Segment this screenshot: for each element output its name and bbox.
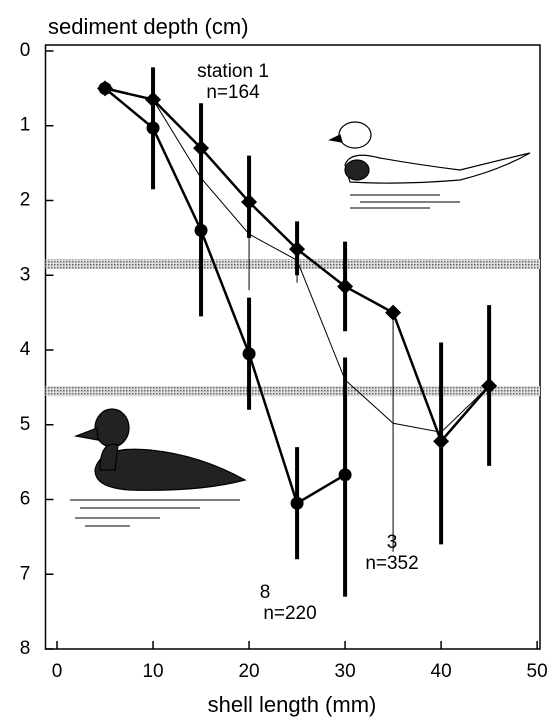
- depth-band: [45, 386, 540, 397]
- y-axis-title: sediment depth (cm): [48, 14, 249, 39]
- y-tick-label: 7: [20, 563, 31, 584]
- depth-band: [45, 259, 540, 270]
- x-tick-label: 30: [335, 661, 356, 682]
- series-n-label: n=220: [263, 603, 316, 624]
- y-tick-label: 2: [20, 190, 31, 211]
- long-tailed-duck: [328, 121, 531, 209]
- series-n-label: n=352: [365, 553, 418, 574]
- circle-marker: [290, 496, 304, 510]
- x-tick-label: 10: [142, 661, 163, 682]
- circle-marker: [338, 468, 352, 482]
- circle-marker: [242, 347, 256, 361]
- y-tick-label: 4: [20, 339, 31, 360]
- x-tick-label: 20: [238, 661, 259, 682]
- y-tick-label: 3: [20, 264, 31, 285]
- diamond-marker: [337, 278, 354, 295]
- circle-marker: [194, 223, 208, 237]
- x-axis-title: shell length (mm): [208, 692, 377, 717]
- series-label: station 1: [197, 61, 269, 82]
- circle-marker: [146, 121, 160, 135]
- series-label: 8: [260, 582, 271, 603]
- x-tick-label: 50: [527, 661, 548, 682]
- y-tick-label: 6: [20, 489, 31, 510]
- x-tick-label: 40: [431, 661, 452, 682]
- y-tick-label: 8: [20, 638, 31, 659]
- series-label: 3: [387, 532, 398, 553]
- series-n-label: n=164: [206, 82, 260, 103]
- x-tick-label: 0: [52, 661, 63, 682]
- series-line: [104, 87, 490, 433]
- diamond-marker: [241, 193, 258, 210]
- series-line: [104, 87, 346, 506]
- plot-frame: [44, 44, 541, 650]
- y-tick-label: 0: [20, 40, 31, 61]
- scaup-duck: [70, 408, 247, 527]
- y-tick-label: 5: [20, 414, 31, 435]
- y-tick-label: 1: [20, 115, 31, 136]
